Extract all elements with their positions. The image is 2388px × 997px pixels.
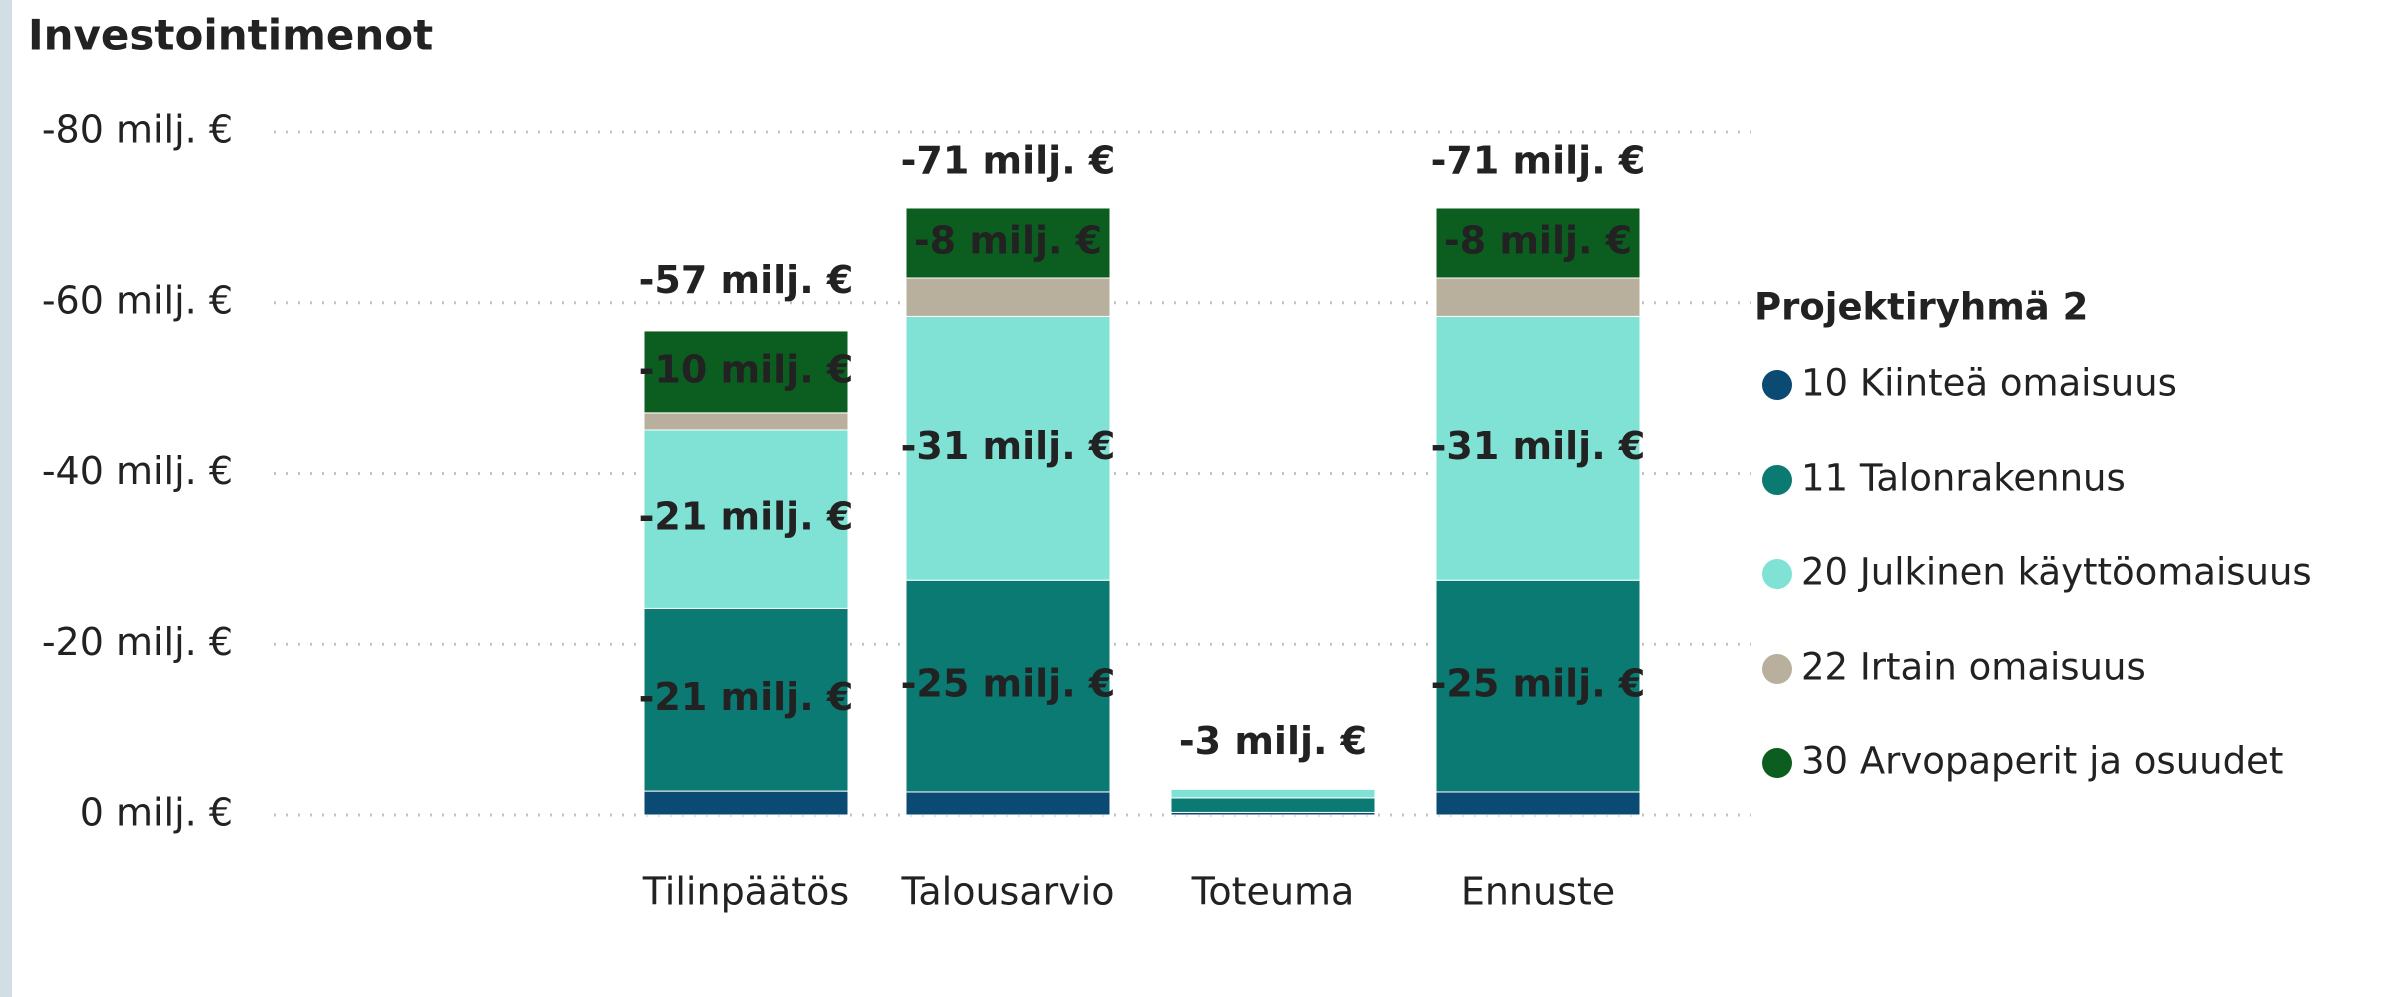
y-tick-label: -60 milj. € [42,278,233,322]
data-label: -21 milj. € [639,675,854,719]
legend-label: 20 Julkinen käyttöomaisuus [1801,551,2312,594]
legend-label: 30 Arvopaperit ja osuudet [1801,740,2283,783]
total-label: -71 milj. € [1431,138,1646,182]
bar-segment [905,791,1111,816]
bar-segment [1435,579,1641,793]
bar-segment [643,412,849,431]
bar-segment [1170,797,1376,813]
chart-title: Investointimenot [28,11,433,60]
legend-title: Projektiryhmä 2 [1754,286,2088,329]
legend-label: 10 Kiinteä omaisuus [1801,362,2177,405]
bar-segment [643,330,849,414]
data-label: -8 milj. € [1444,218,1632,262]
bar-segment [643,429,849,609]
bar-segment [905,207,1111,279]
y-tick-label: -40 milj. € [42,449,233,493]
legend-label: 11 Talonrakennus [1801,457,2126,500]
data-label: -10 milj. € [639,347,854,391]
bar-segment [1435,207,1641,279]
legend-marker [1762,370,1792,400]
bar-segment [905,579,1111,793]
total-label: -3 milj. € [1179,719,1367,763]
y-tick-label: -80 milj. € [42,108,233,152]
bar-segment [1435,791,1641,816]
bar-segment [905,315,1111,581]
legend-marker [1762,465,1792,495]
data-label: -25 milj. € [1431,662,1646,706]
y-tick-label: 0 milj. € [80,791,233,835]
total-label: -57 milj. € [639,258,854,302]
data-label: -31 milj. € [1431,424,1646,468]
legend-marker [1762,559,1792,589]
data-label: -31 milj. € [901,424,1116,468]
x-tick-label: Talousarvio [900,870,1114,914]
bar-segment [1170,788,1376,799]
legend-label: 22 Irtain omaisuus [1801,646,2146,689]
bar-segment [643,607,849,792]
legend-marker [1762,748,1792,778]
data-label: -21 milj. € [639,495,854,539]
x-tick-label: Tilinpäätös [642,870,849,914]
y-tick-label: -20 milj. € [42,620,233,664]
side-strip [0,0,12,997]
bar-segment [643,790,849,816]
bar-segment [1435,277,1641,317]
total-label: -71 milj. € [901,138,1116,182]
data-label: -8 milj. € [914,218,1102,262]
data-label: -25 milj. € [901,662,1116,706]
x-tick-label: Ennuste [1461,870,1615,914]
legend-marker [1762,654,1792,684]
bar-segment [1435,315,1641,581]
x-tick-label: Toteuma [1191,870,1355,914]
bar-segment [905,277,1111,317]
